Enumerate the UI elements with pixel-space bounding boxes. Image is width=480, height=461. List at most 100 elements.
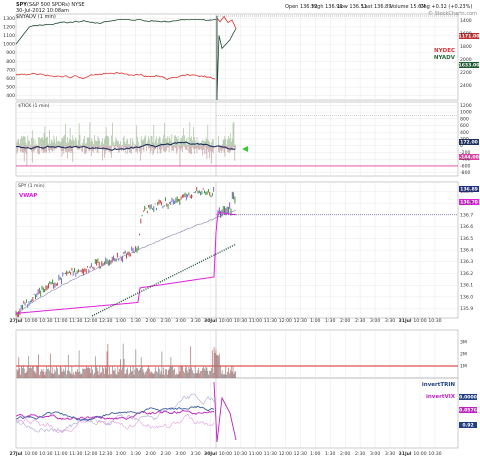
osc-time-label: 10:30 (234, 451, 247, 457)
price-time-label: 11:30 (264, 318, 277, 324)
osc-line-a (15, 393, 215, 433)
panel-frame-osc (15, 377, 459, 449)
value-box-osc (459, 407, 477, 413)
price-y-tick: 136.1 (460, 283, 473, 289)
tick-y-tick: 400 (460, 130, 469, 136)
price-ma-line (15, 210, 237, 316)
breadth-y-tick: 600 (6, 76, 15, 82)
price-time-label: 2:00 (340, 318, 350, 324)
value-box-osc (459, 394, 477, 400)
osc-time-label: 11:00 (249, 451, 262, 457)
osc-time-label: 2:30 (160, 451, 170, 457)
tick-y-tick: 0 (460, 143, 463, 149)
price-y-tick: 136.2 (460, 271, 473, 277)
price-time-label: 30Jul (204, 318, 217, 324)
price-time-label: 10:00 (24, 318, 37, 324)
tick-y-tick: -600 (460, 163, 471, 169)
value-vwap: 136.70 (460, 200, 478, 206)
price-y-tick: 136.7 (460, 212, 473, 218)
price-time-label: 11:00 (54, 318, 67, 324)
value-osc-1: 0.0576 (459, 408, 477, 414)
breadth-y-tick: 500 (6, 85, 15, 91)
legend-nydec: NYDEC (434, 48, 455, 54)
tick-y-tick: -400 (460, 157, 471, 163)
tick-y-tick: 1000 (460, 110, 472, 116)
breadth-right-tick: 1800 (460, 44, 472, 50)
price-y-tick: 136.0 (460, 294, 473, 300)
series-line-nyadv (15, 18, 217, 45)
osc-time-label: 1:30 (325, 451, 335, 457)
osc-time-label: 1:00 (116, 451, 126, 457)
quote-change: Chg +0.32 (+0.23%) (420, 4, 473, 10)
breadth-right-tick: 2200 (460, 70, 472, 76)
tick-y-tick: 600 (460, 123, 469, 129)
tick-ma-line (15, 141, 236, 151)
price-time-label: 2:00 (146, 318, 156, 324)
value-nydec-last: 1633.00 (459, 63, 480, 69)
breadth-y-tick: 1200 (3, 24, 15, 30)
breadth-y-tick: 1300 (3, 16, 15, 22)
value-box-price (459, 186, 479, 192)
osc-time-label: 2:00 (146, 451, 156, 457)
price-y-tick: 135.9 (460, 306, 473, 312)
value-box-vwap (459, 199, 479, 205)
breadth-right-tick: 2000 (460, 57, 472, 63)
osc-line-b (15, 413, 215, 434)
price-time-label: 2:30 (355, 318, 365, 324)
price-time-label: 12:30 (294, 318, 307, 324)
vwap-line (15, 211, 237, 314)
breadth-y-tick: 1000 (3, 42, 15, 48)
breadth-right-tick: 2400 (460, 83, 472, 89)
price-time-label: 11:30 (69, 318, 82, 324)
price-time-label: 1:00 (310, 318, 320, 324)
value-tick-last: -144.00 (459, 155, 479, 161)
osc-time-label: 2:30 (355, 451, 365, 457)
tick-y-tick: 800 (460, 116, 469, 122)
price-time-label: 3:00 (370, 318, 380, 324)
price-time-label: 12:30 (99, 318, 112, 324)
value-price-last: 136.89 (460, 187, 478, 193)
price-time-label: 1:00 (116, 318, 126, 324)
chart-date: 30-Jul-2012 10:08am (16, 8, 69, 14)
tick-panel-title: $TICK (1 min) (18, 103, 50, 109)
price-time-label: 3:00 (175, 318, 185, 324)
price-time-label: 31Jul (399, 318, 412, 324)
breadth-y-tick: 700 (6, 67, 15, 73)
breadth-y-tick: 400 (6, 93, 15, 99)
price-time-label: 11:00 (249, 318, 262, 324)
series-line-nydec-s2 (216, 15, 237, 29)
vwap-label: VWAP (19, 193, 37, 199)
price-y-tick: 136.4 (460, 248, 473, 254)
breadth-y-tick: 1100 (3, 33, 15, 39)
value-box-tick-ma (459, 139, 479, 145)
value-nyadv-last: 1171.00 (459, 34, 480, 40)
osc-time-label: 3:00 (175, 451, 185, 457)
tick-y-tick: 200 (460, 137, 469, 143)
legend-invertvix: invertVIX (426, 394, 456, 400)
value-box-tick (459, 154, 479, 160)
osc-time-label: 12:00 (84, 451, 97, 457)
volume-y-tick: 1M (460, 364, 467, 370)
panel-frame-volume (15, 329, 459, 379)
osc-time-label: 10:30 (428, 451, 441, 457)
quote-volume: Volume 15.6M (390, 4, 426, 10)
quote-open: Open 136.52 (285, 4, 318, 10)
osc-time-label: 30Jul (204, 451, 217, 457)
osc-time-label: 10:30 (39, 451, 52, 457)
price-time-label: 12:00 (279, 318, 292, 324)
osc-time-label: 10:00 (413, 451, 426, 457)
value-box-nyadv (459, 62, 479, 68)
osc-time-label: 27Jul (10, 451, 23, 457)
osc-time-label: 3:00 (370, 451, 380, 457)
price-y-tick: 136.8 (460, 201, 473, 207)
price-time-label: 1:30 (131, 318, 141, 324)
breadth-right-tick: 1600 (460, 31, 472, 37)
osc-time-label: 2:00 (340, 451, 350, 457)
value-osc-2: 0.92 (462, 423, 473, 429)
tick-arrow-marker (242, 146, 248, 152)
price-y-tick: 136.6 (460, 224, 473, 230)
series-line-nyadv-s2 (216, 28, 237, 96)
value-box-nydec (459, 33, 479, 39)
price-y-tick: 136.9 (460, 189, 473, 195)
